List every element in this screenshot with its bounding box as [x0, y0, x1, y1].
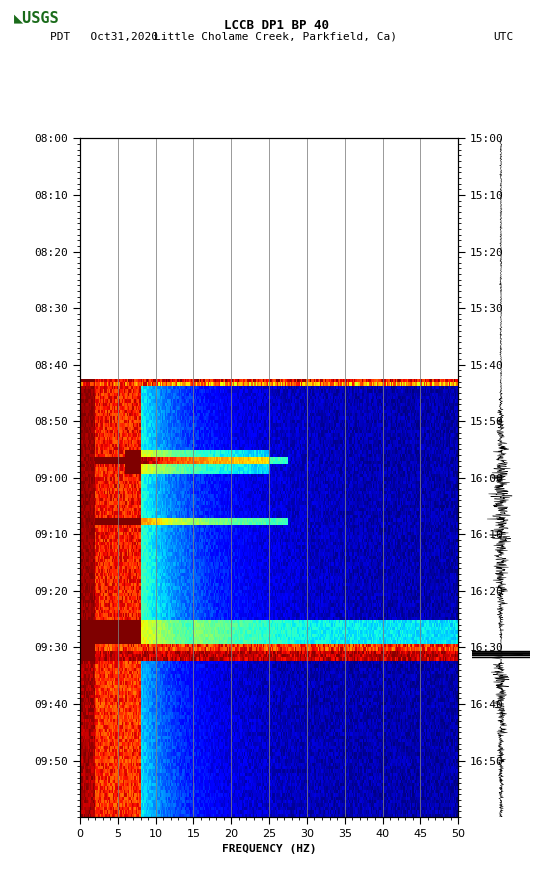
Text: PDT   Oct31,2020: PDT Oct31,2020 [50, 32, 158, 42]
Text: ◣USGS: ◣USGS [14, 11, 60, 26]
Text: LCCB DP1 BP 40: LCCB DP1 BP 40 [224, 19, 328, 32]
Text: Little Cholame Creek, Parkfield, Ca): Little Cholame Creek, Parkfield, Ca) [155, 32, 397, 42]
X-axis label: FREQUENCY (HZ): FREQUENCY (HZ) [222, 845, 316, 855]
Text: UTC: UTC [493, 32, 513, 42]
